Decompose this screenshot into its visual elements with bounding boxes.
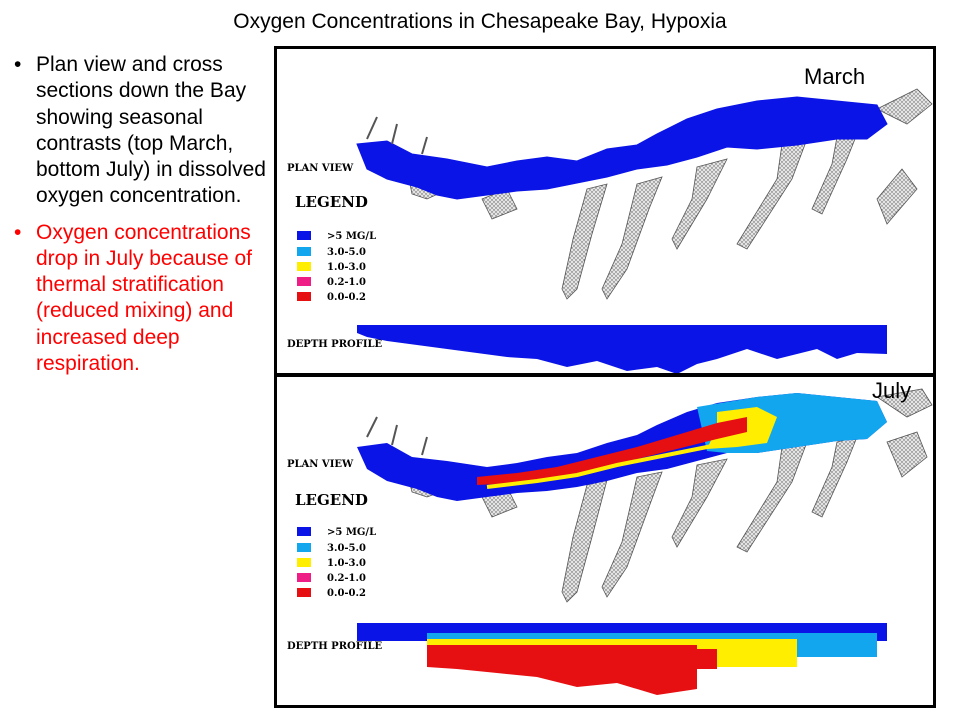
july-depth-profile-label: DEPTH PROFILE xyxy=(287,641,383,652)
july-legend: >5 MG/L 3.0-5.0 1.0-3.0 0.2-1.0 0.0-0.2 xyxy=(297,527,376,599)
bullet-list: • Plan view and cross sections down the … xyxy=(14,52,276,387)
legend-swatch-blue xyxy=(297,527,311,536)
july-map-panel: PLAN VIEW LEGEND >5 MG/L 3.0-5.0 1.0-3.0… xyxy=(274,374,936,708)
july-plan-view-label: PLAN VIEW xyxy=(287,459,354,470)
bullet-item-oxygen: • Oxygen concentrations drop in July bec… xyxy=(14,220,276,378)
legend-swatch-yellow xyxy=(297,558,311,567)
march-bay-water xyxy=(356,96,888,200)
march-plan-view-label: PLAN VIEW xyxy=(287,163,354,174)
march-legend-title: LEGEND xyxy=(295,193,368,211)
bullet-dot: • xyxy=(14,220,22,244)
legend-swatch-red xyxy=(297,588,311,597)
legend-label: >5 MG/L xyxy=(327,527,376,538)
july-tributaries xyxy=(406,388,933,603)
july-bay-red-zone xyxy=(477,417,747,485)
march-legend: >5 MG/L 3.0-5.0 1.0-3.0 0.2-1.0 0.0-0.2 xyxy=(297,231,376,303)
legend-label: 3.0-5.0 xyxy=(327,247,366,258)
legend-label: 0.0-0.2 xyxy=(327,292,366,303)
march-label: March xyxy=(804,64,866,89)
legend-label: 0.0-0.2 xyxy=(327,588,366,599)
march-map-panel: PLAN VIEW LEGEND >5 MG/L 3.0-5.0 1.0-3.0… xyxy=(274,46,936,376)
march-tributaries xyxy=(406,88,933,300)
legend-swatch-red xyxy=(297,292,311,301)
july-legend-title: LEGEND xyxy=(295,491,368,509)
legend-label: 3.0-5.0 xyxy=(327,543,366,554)
march-map-figure: PLAN VIEW LEGEND >5 MG/L 3.0-5.0 1.0-3.0… xyxy=(287,88,933,373)
legend-swatch-pink xyxy=(297,573,311,582)
july-depth-profile xyxy=(357,623,887,695)
legend-swatch-blue xyxy=(297,231,311,240)
legend-label: 0.2-1.0 xyxy=(327,277,366,288)
march-depth-profile xyxy=(357,325,887,373)
legend-label: >5 MG/L xyxy=(327,231,376,242)
march-depth-profile-label: DEPTH PROFILE xyxy=(287,339,383,350)
legend-label: 1.0-3.0 xyxy=(327,558,366,569)
bullet-dot: • xyxy=(14,53,22,76)
july-label: July xyxy=(872,378,912,403)
bullet-text: Plan view and cross sections down the Ba… xyxy=(36,53,266,208)
legend-label: 1.0-3.0 xyxy=(327,262,366,273)
legend-swatch-yellow xyxy=(297,262,311,271)
bullet-text: Oxygen concentrations drop in July becau… xyxy=(36,220,252,375)
bullet-item-plan-view: • Plan view and cross sections down the … xyxy=(14,52,276,210)
legend-swatch-pink xyxy=(297,277,311,286)
legend-swatch-light-blue xyxy=(297,543,311,552)
slide-title: Oxygen Concentrations in Chesapeake Bay,… xyxy=(233,10,727,33)
legend-swatch-light-blue xyxy=(297,247,311,256)
july-map-figure: PLAN VIEW LEGEND >5 MG/L 3.0-5.0 1.0-3.0… xyxy=(287,388,933,695)
legend-label: 0.2-1.0 xyxy=(327,573,366,584)
